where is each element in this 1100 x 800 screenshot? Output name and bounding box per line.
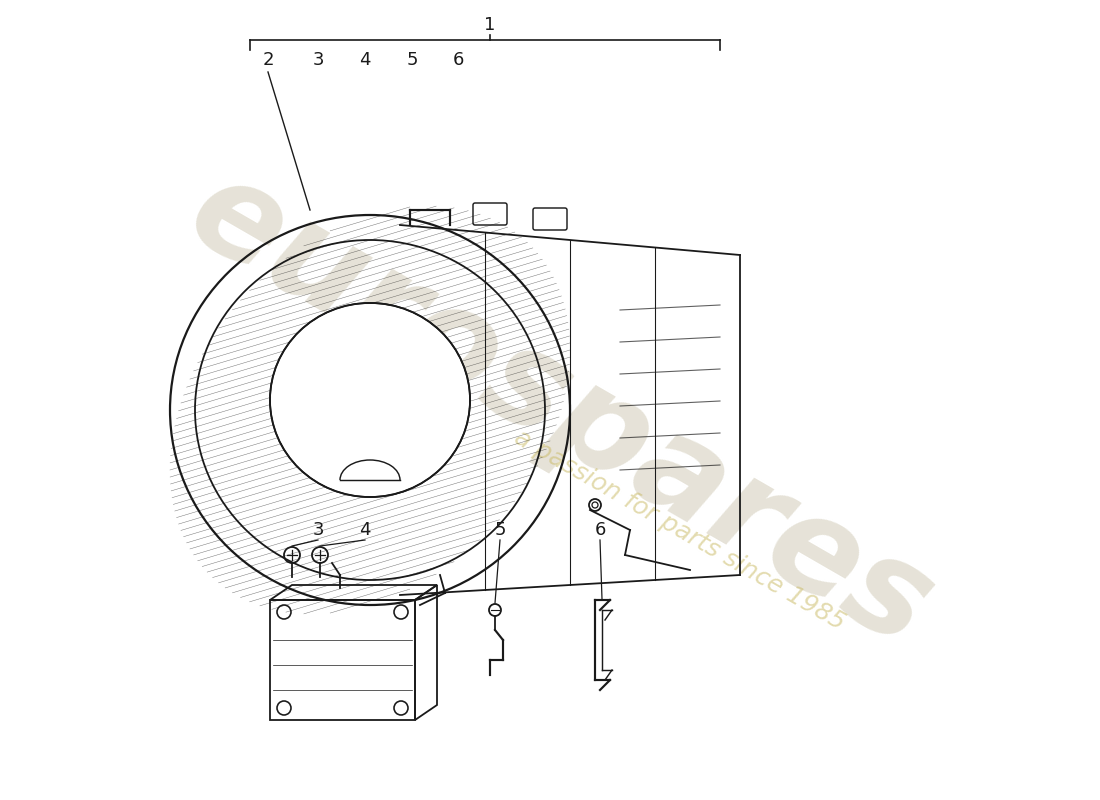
Text: 2: 2 (262, 51, 274, 69)
Text: 4: 4 (360, 521, 371, 539)
Text: 1: 1 (484, 16, 496, 34)
Ellipse shape (271, 304, 469, 496)
Text: 5: 5 (406, 51, 418, 69)
Text: 4: 4 (360, 51, 371, 69)
Text: 6: 6 (452, 51, 464, 69)
Text: 3: 3 (312, 51, 323, 69)
Text: eurospares: eurospares (167, 146, 954, 674)
Text: 5: 5 (494, 521, 506, 539)
Text: 3: 3 (312, 521, 323, 539)
Text: 6: 6 (594, 521, 606, 539)
Text: a passion for parts since 1985: a passion for parts since 1985 (510, 425, 849, 635)
